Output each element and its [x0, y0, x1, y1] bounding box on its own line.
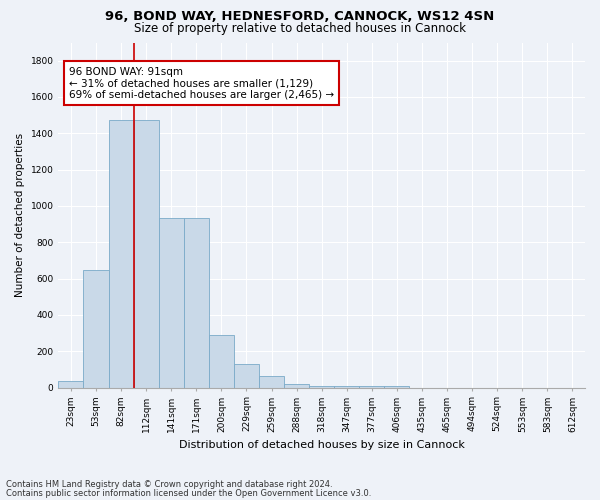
Bar [234, 364, 259, 388]
Text: 96 BOND WAY: 91sqm
← 31% of detached houses are smaller (1,129)
69% of semi-deta: 96 BOND WAY: 91sqm ← 31% of detached hou… [69, 66, 334, 100]
X-axis label: Distribution of detached houses by size in Cannock: Distribution of detached houses by size … [179, 440, 464, 450]
Text: Size of property relative to detached houses in Cannock: Size of property relative to detached ho… [134, 22, 466, 35]
Bar [259, 376, 284, 388]
Text: Contains public sector information licensed under the Open Government Licence v3: Contains public sector information licen… [6, 489, 371, 498]
Bar [159, 218, 184, 388]
Bar [184, 218, 209, 388]
Bar [359, 386, 385, 388]
Bar [385, 386, 409, 388]
Text: Contains HM Land Registry data © Crown copyright and database right 2024.: Contains HM Land Registry data © Crown c… [6, 480, 332, 489]
Bar [83, 270, 109, 388]
Bar [284, 384, 309, 388]
Text: 96, BOND WAY, HEDNESFORD, CANNOCK, WS12 4SN: 96, BOND WAY, HEDNESFORD, CANNOCK, WS12 … [106, 10, 494, 23]
Bar [334, 386, 359, 388]
Bar [309, 386, 334, 388]
Bar [109, 120, 134, 388]
Bar [58, 380, 83, 388]
Y-axis label: Number of detached properties: Number of detached properties [15, 133, 25, 297]
Bar [209, 335, 234, 388]
Bar [134, 120, 159, 388]
